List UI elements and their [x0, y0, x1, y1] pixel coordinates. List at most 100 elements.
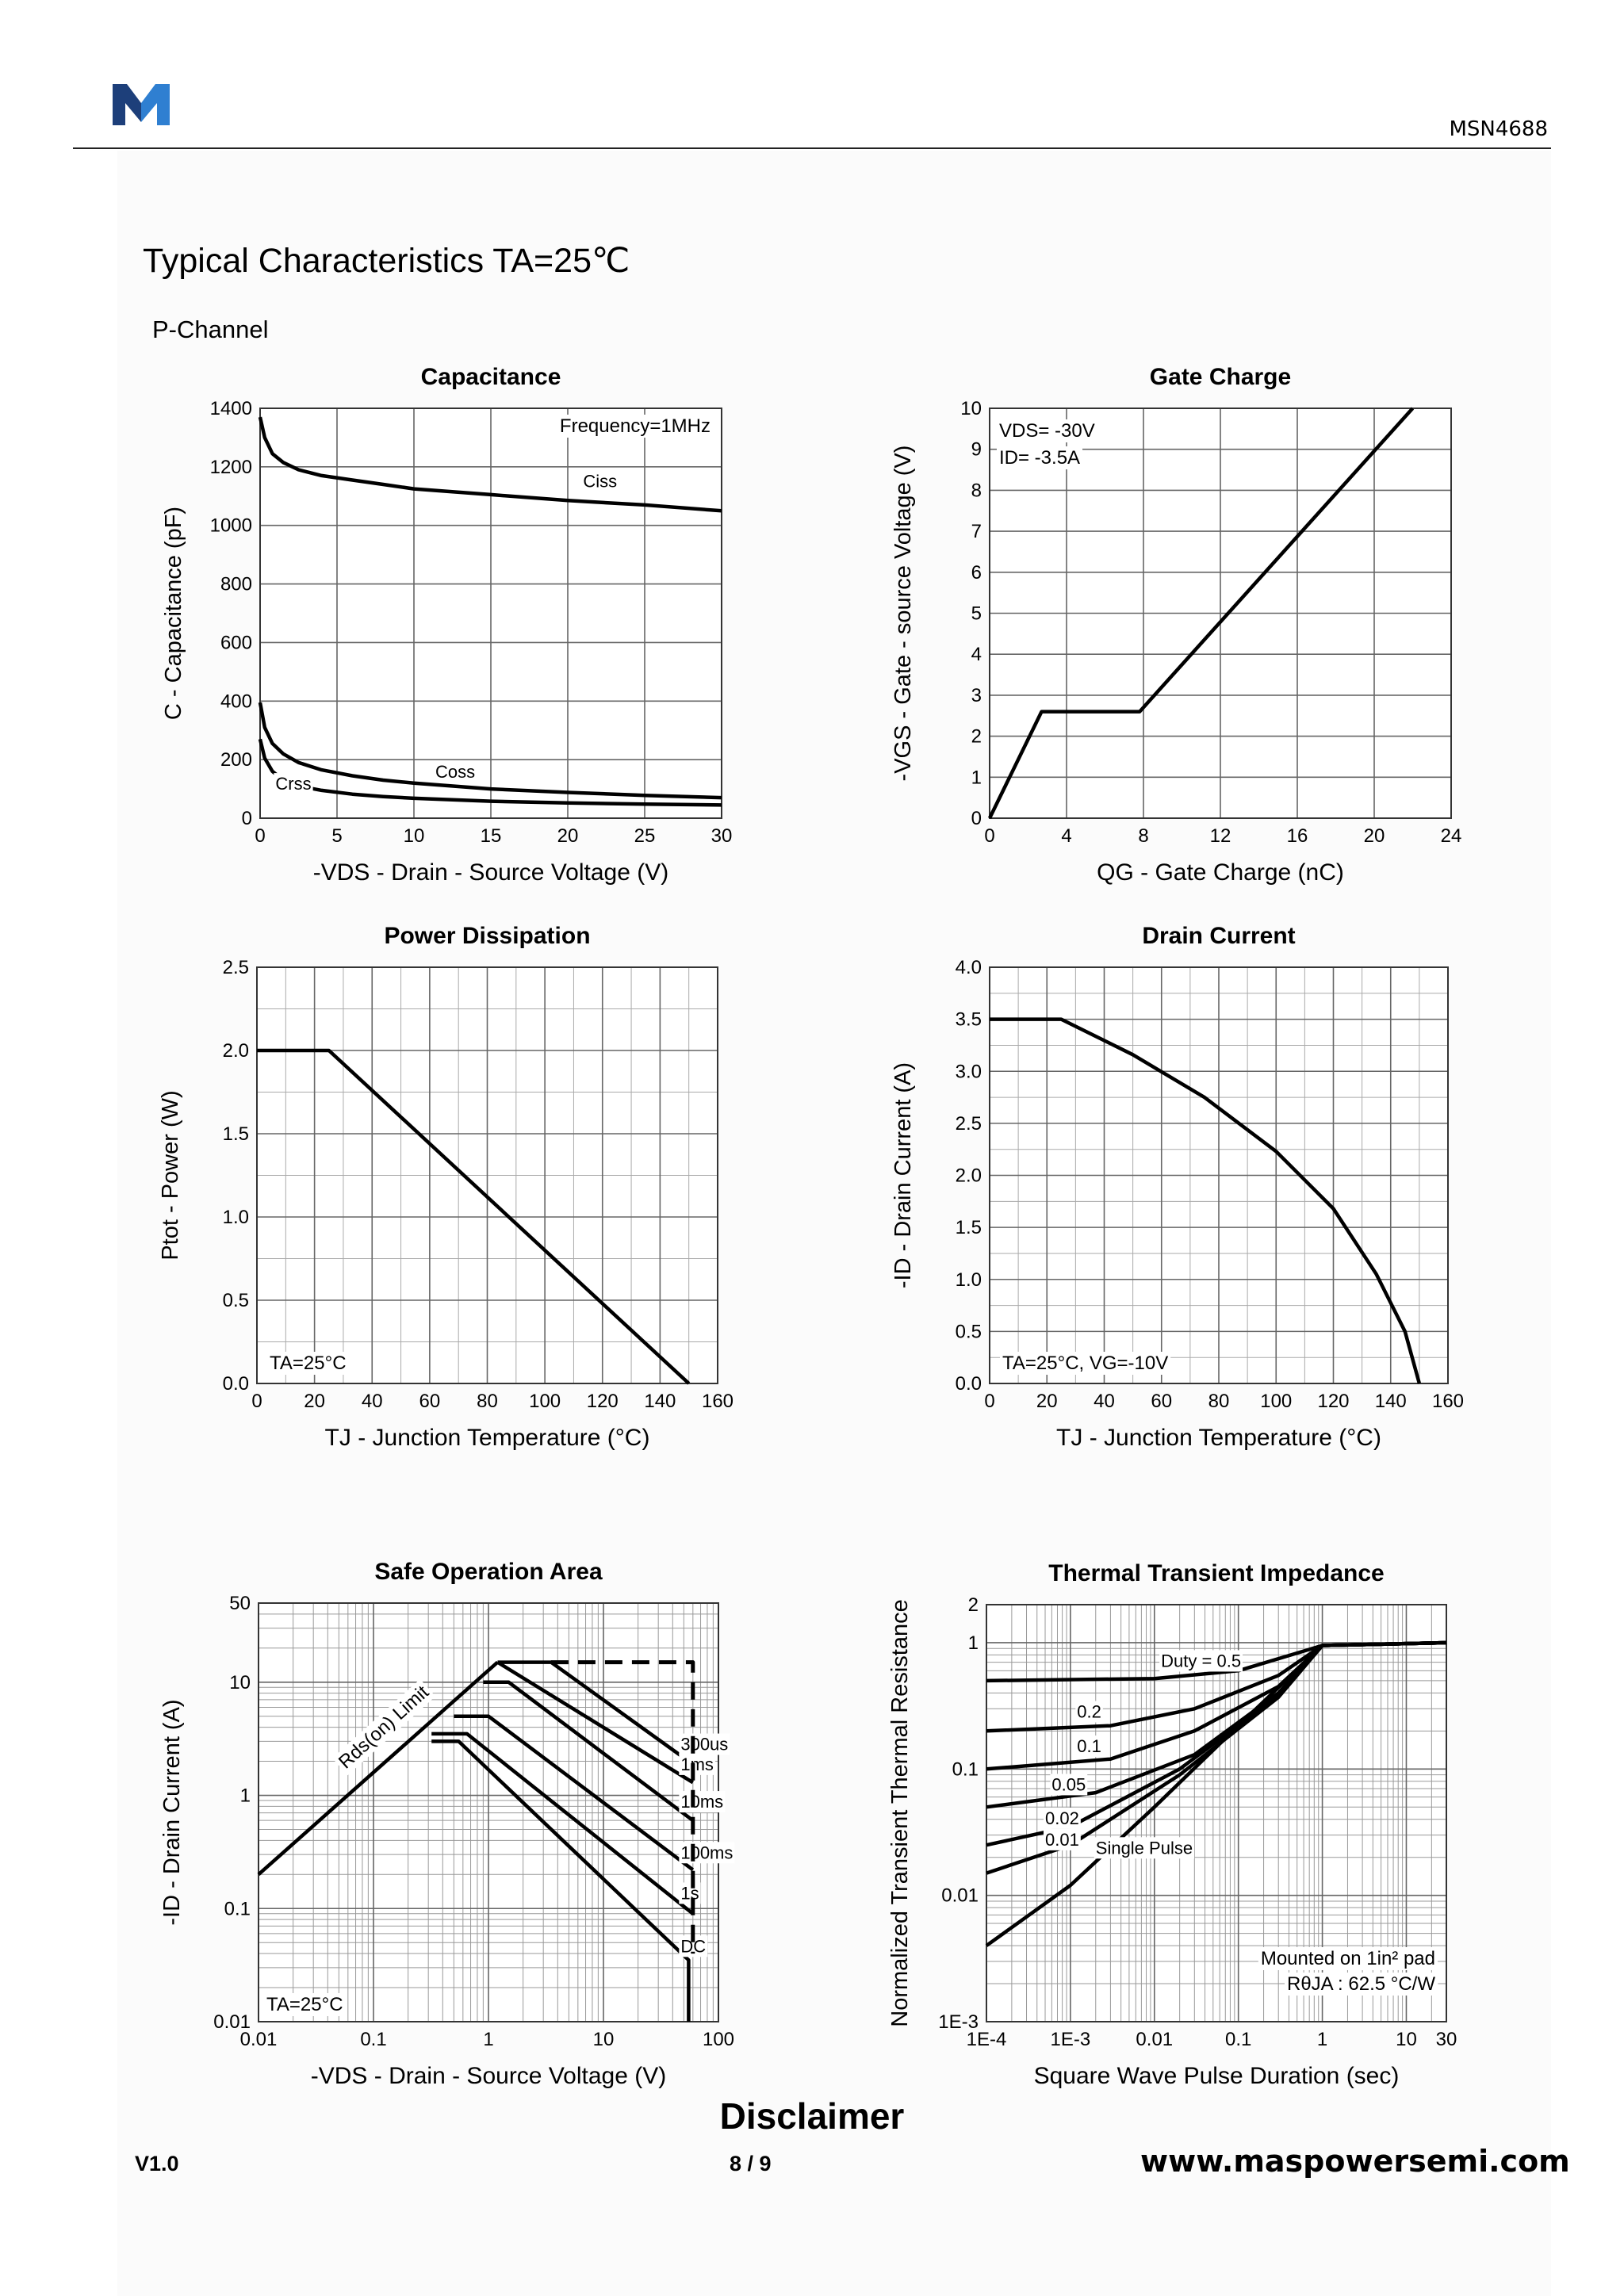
footer-page-number: 8 / 9 — [730, 2152, 772, 2175]
y-tick-label: 600 — [220, 632, 252, 653]
channel-subtitle: P-Channel — [152, 316, 269, 343]
series-line — [483, 1680, 695, 1822]
chart-annotation: TA=25°C — [270, 1353, 347, 1374]
series-label-background — [1044, 1807, 1081, 1829]
series-label-background — [1075, 1701, 1103, 1723]
plot-border — [259, 408, 722, 819]
x-tick-label: 8 — [1138, 825, 1148, 847]
x-tick-label: 1E-3 — [1051, 2029, 1091, 2050]
y-tick-label: 1.5 — [956, 1217, 982, 1238]
y-tick-label: 0.5 — [956, 1321, 982, 1342]
y-tick-label: 2 — [971, 726, 982, 748]
series-line — [258, 416, 722, 513]
y-tick-label: 0.01 — [213, 2011, 251, 2033]
y-tick-label: 2.0 — [956, 1165, 982, 1187]
series-label: 100ms — [680, 1843, 733, 1862]
series-label-background — [679, 1733, 730, 1755]
x-tick-label: 20 — [304, 1391, 325, 1412]
chart-annotation: TA=25°C — [266, 1994, 343, 2015]
series-label-background — [679, 1882, 701, 1904]
y-tick-label: 4 — [971, 644, 982, 665]
series-label-background — [679, 1753, 715, 1775]
series-label: 0.05 — [1051, 1774, 1086, 1794]
plot-border — [986, 1604, 1447, 2022]
y-tick-label: 6 — [971, 562, 982, 584]
y-tick-label: 1200 — [210, 457, 252, 478]
y-tick-label: 3 — [971, 685, 982, 706]
chart-title: Capacitance — [421, 364, 561, 390]
x-tick-label: 40 — [362, 1391, 383, 1412]
y-tick-label: 7 — [971, 521, 982, 542]
y-tick-label: 1 — [240, 1785, 251, 1807]
y-tick-label: 0.0 — [223, 1373, 249, 1395]
x-tick-label: 120 — [1317, 1391, 1349, 1412]
x-tick-label: 12 — [1210, 825, 1231, 847]
chart-power-dissipation: 0 20 40 60 80 100 120 140 160 0.0 0.5 1.0 1.5 2.0 2.5 P… — [158, 923, 733, 1451]
y-tick-label: 3.5 — [956, 1009, 982, 1031]
annotation-background — [332, 1678, 436, 1776]
x-tick-label: 80 — [477, 1391, 498, 1412]
chart-annotation: Mounted on 1in² pad — [1261, 1948, 1435, 1969]
annotation-background — [1285, 1973, 1438, 1996]
x-tick-label: 16 — [1287, 825, 1308, 847]
annotation-background — [1000, 1352, 1171, 1375]
y-tick-label: 1E-3 — [938, 2011, 979, 2033]
x-tick-label: 160 — [1432, 1391, 1464, 1412]
y-tick-label: 2 — [968, 1594, 979, 1616]
series-label: 10ms — [680, 1792, 723, 1812]
x-tick-label: 15 — [481, 825, 502, 847]
series-line — [431, 1739, 691, 2022]
x-tick-label: 100 — [529, 1391, 561, 1412]
y-tick-label: 800 — [220, 574, 252, 595]
x-tick-label: 20 — [557, 825, 579, 847]
x-tick-label: 120 — [587, 1391, 619, 1412]
chart-drain-current: 0 20 40 60 80 100 120 140 160 0.0 0.5 1.0 1.5 2.0 2.5 3… — [891, 923, 1464, 1451]
x-tick-label: 20 — [1036, 1391, 1058, 1412]
x-tick-label: 20 — [1364, 825, 1385, 847]
y-tick-label: 2.5 — [956, 1113, 982, 1135]
footer-website-link[interactable]: www.maspowersemi.com — [1140, 2144, 1570, 2179]
series-label-background — [1094, 1837, 1195, 1859]
y-tick-label: 2.5 — [223, 957, 249, 978]
x-tick-label: 160 — [702, 1391, 733, 1412]
series-label: Duty = 0.5 — [1161, 1651, 1241, 1670]
annotation-background — [557, 415, 713, 438]
y-axis-label: Ptot - Power (W) — [158, 1090, 183, 1260]
chart-annotation: RθJA : 62.5 °C/W — [1287, 1973, 1435, 1995]
document-id: MSN4688 — [1449, 117, 1548, 141]
chart-annotation: ID= -3.5A — [999, 447, 1080, 469]
series-line — [496, 1660, 694, 1785]
series-line — [258, 702, 722, 800]
y-tick-label: 1.0 — [223, 1207, 249, 1228]
y-axis-label: -ID - Drain Current (A) — [159, 1699, 185, 1925]
chart-title: Power Dissipation — [384, 923, 590, 949]
series-label: 1ms — [680, 1755, 714, 1774]
x-tick-label: 80 — [1208, 1391, 1230, 1412]
x-tick-label: 0 — [251, 1391, 262, 1412]
x-tick-label: 0.01 — [1136, 2029, 1173, 2050]
x-tick-label: 10 — [593, 2029, 615, 2050]
x-tick-label: 1E-4 — [967, 2029, 1007, 2050]
x-tick-label: 0.1 — [360, 2029, 386, 2050]
y-tick-label: 50 — [229, 1593, 251, 1614]
x-tick-label: 140 — [644, 1391, 676, 1412]
y-tick-label: 1.0 — [956, 1269, 982, 1291]
y-tick-label: 3.0 — [956, 1061, 982, 1082]
chart-annotation: TA=25°C, VG=-10V — [1002, 1353, 1168, 1374]
series-label: 0.2 — [1077, 1702, 1101, 1722]
y-tick-label: 8 — [971, 480, 982, 501]
x-axis-label: TJ - Junction Temperature (°C) — [325, 1425, 650, 1451]
series-label-background — [1159, 1650, 1243, 1672]
y-tick-label: 0.1 — [224, 1898, 251, 1919]
annotation-background — [1258, 1947, 1438, 1970]
y-tick-label: 5 — [971, 603, 982, 625]
header-divider — [73, 147, 1551, 149]
x-tick-label: 0 — [255, 825, 265, 847]
x-tick-label: 30 — [1436, 2029, 1457, 2050]
disclaimer-heading: Disclaimer — [719, 2095, 905, 2137]
series-line — [985, 1640, 1447, 1947]
x-tick-label: 4 — [1061, 825, 1071, 847]
